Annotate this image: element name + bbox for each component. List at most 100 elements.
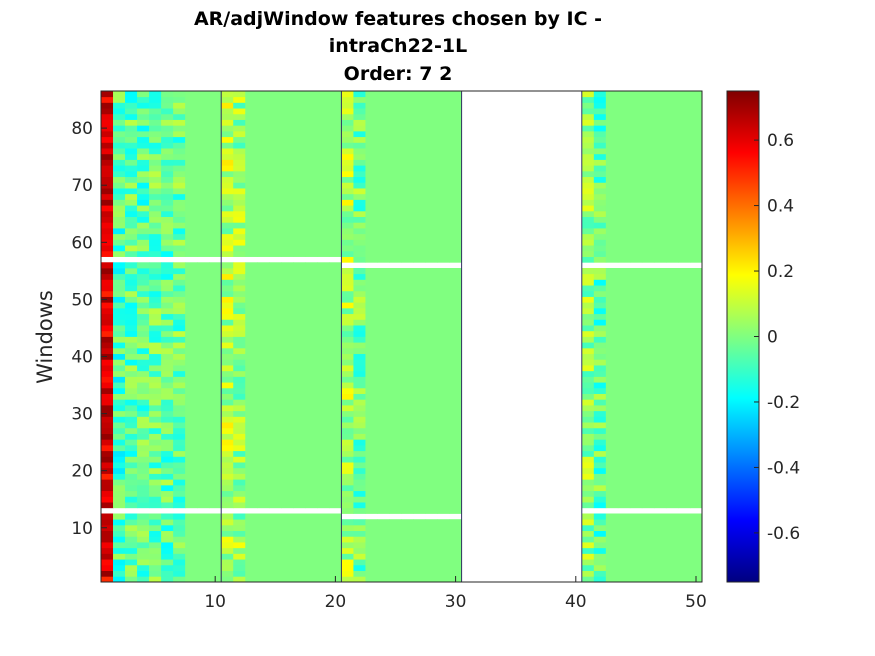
heatmap-cell <box>209 444 222 452</box>
heatmap-cell <box>605 513 619 520</box>
heatmap-cell <box>149 382 162 389</box>
heatmap-cell <box>389 148 402 155</box>
heatmap-cell <box>341 564 354 571</box>
heatmap-cell <box>125 210 138 218</box>
heatmap-cell <box>281 365 294 372</box>
heatmap-cell <box>149 319 162 326</box>
heatmap-cell <box>293 290 306 297</box>
heatmap-cell <box>689 570 703 577</box>
heatmap-cell <box>101 342 114 349</box>
heatmap-cell <box>209 188 222 195</box>
heatmap-cell <box>197 239 210 246</box>
heatmap-cell <box>413 239 426 246</box>
heatmap-cell <box>161 365 174 372</box>
heatmap-cell <box>209 473 222 480</box>
heatmap-cell <box>209 524 222 532</box>
heatmap-cell <box>137 245 150 252</box>
heatmap-cell <box>605 405 619 412</box>
heatmap-cell <box>365 119 378 126</box>
heatmap-cell <box>185 542 198 549</box>
heatmap-cell <box>437 393 450 400</box>
heatmap-cell <box>233 279 246 286</box>
heatmap-cell <box>329 365 342 372</box>
heatmap-cell <box>641 387 655 394</box>
heatmap-cell <box>653 365 667 372</box>
heatmap-cell <box>641 422 655 429</box>
title-line-2: intraCh22-1L <box>329 35 467 57</box>
heatmap-cell <box>269 96 282 103</box>
heatmap-cell <box>305 524 318 532</box>
heatmap-cell <box>449 450 462 457</box>
heatmap-cell <box>437 342 450 349</box>
heatmap-cell <box>281 119 294 126</box>
heatmap-cell <box>269 542 282 549</box>
heatmap-cell <box>593 547 607 554</box>
heatmap-cell <box>329 473 342 480</box>
heatmap-cell <box>137 91 150 98</box>
heatmap-cell <box>413 273 426 280</box>
heatmap-cell <box>365 228 378 235</box>
heatmap-cell <box>689 564 703 571</box>
heatmap-cell <box>329 176 342 183</box>
heatmap-cell <box>665 210 679 218</box>
heatmap-cell <box>269 462 282 469</box>
heatmap-cell <box>665 370 679 377</box>
heatmap-cell <box>281 113 294 120</box>
heatmap-cell <box>101 119 114 126</box>
heatmap-cell <box>233 267 246 275</box>
heatmap-cell <box>641 102 655 109</box>
colorbar-ticks: -0.6-0.4-0.200.20.40.6 <box>754 131 800 544</box>
heatmap-cell <box>629 576 643 583</box>
heatmap-cell <box>641 296 655 303</box>
heatmap-cell <box>665 450 679 457</box>
heatmap-cell <box>377 170 390 178</box>
heatmap-cell <box>185 188 198 195</box>
heatmap-cell <box>281 382 294 389</box>
heatmap-cell <box>137 336 150 343</box>
heatmap-cell <box>593 256 607 263</box>
heatmap-cell <box>149 210 162 218</box>
heatmap-cell <box>197 228 210 235</box>
heatmap-cell <box>605 205 619 212</box>
heatmap-cell <box>113 502 126 509</box>
heatmap-cell <box>425 479 438 486</box>
heatmap-cell <box>245 193 258 200</box>
heatmap-cell <box>101 148 114 155</box>
heatmap-cell <box>137 422 150 429</box>
heatmap-cell <box>413 387 426 394</box>
heatmap-cell <box>137 479 150 486</box>
heatmap-cell <box>113 559 126 566</box>
heatmap-cell <box>617 182 631 189</box>
heatmap-cell <box>161 148 174 155</box>
heatmap-cell <box>581 165 595 172</box>
heatmap-cell <box>401 267 414 275</box>
heatmap-cell <box>233 542 246 549</box>
heatmap-cell <box>617 479 631 486</box>
heatmap-cell <box>341 199 354 206</box>
heatmap-cell <box>353 433 366 440</box>
heatmap-cell <box>593 502 607 509</box>
heatmap-cell <box>617 302 631 309</box>
heatmap-cell <box>665 473 679 480</box>
heatmap-cell <box>425 279 438 286</box>
heatmap-cell <box>653 136 667 143</box>
heatmap-cell <box>641 182 655 189</box>
heatmap-cell <box>437 176 450 183</box>
heatmap-cell <box>281 490 294 497</box>
heatmap-cell <box>101 416 114 423</box>
heatmap-cell <box>353 239 366 246</box>
heatmap-cell <box>413 484 426 492</box>
heatmap-cell <box>221 347 234 355</box>
heatmap-cell <box>437 410 450 417</box>
heatmap-cell <box>161 519 174 526</box>
heatmap-cell <box>593 199 607 206</box>
heatmap-cell <box>305 148 318 155</box>
heatmap-cell <box>353 473 366 480</box>
heatmap-cell <box>233 165 246 172</box>
heatmap-cell <box>413 193 426 200</box>
heatmap-cell <box>329 267 342 275</box>
heatmap-cell <box>221 165 234 172</box>
heatmap-cell <box>329 490 342 497</box>
heatmap-cell <box>389 410 402 417</box>
heatmap-cell <box>377 113 390 120</box>
